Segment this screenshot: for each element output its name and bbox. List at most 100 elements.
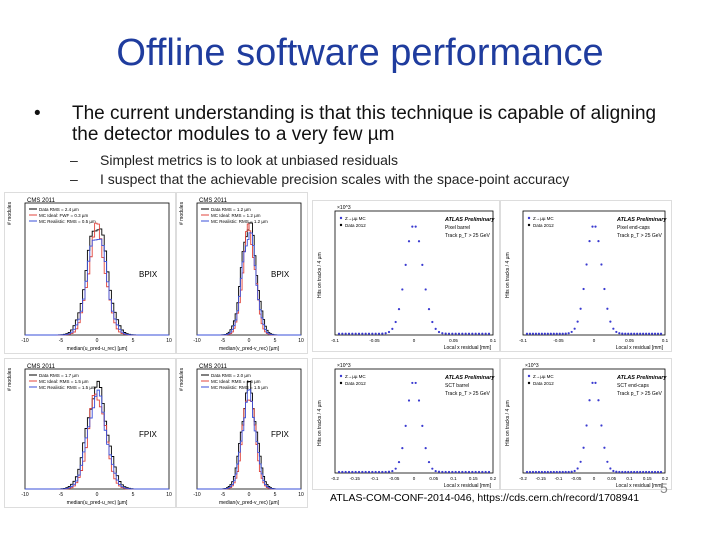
data-point: [341, 470, 344, 474]
data-point: [384, 470, 387, 474]
x-axis-label: median(u_pred-u_rec) [µm]: [67, 500, 128, 506]
x-tick-label: -5: [59, 338, 64, 344]
data-point: [357, 332, 361, 335]
data-point: [371, 332, 374, 335]
x-tick-label: -0.1: [555, 476, 563, 481]
x-tick-label: 0.1: [662, 338, 669, 343]
x-tick-label: -0.05: [389, 476, 400, 481]
data-point: [467, 332, 471, 335]
x-tick-label: 10: [166, 492, 172, 498]
data-point: [588, 399, 591, 402]
data-point: [612, 327, 615, 330]
data-point: [564, 332, 567, 335]
x-tick-label: 0: [413, 338, 416, 343]
y-axis-label: Hits on tracks / 4 µm: [505, 400, 511, 446]
data-point: [401, 288, 404, 291]
data-point: [582, 287, 585, 291]
data-point: [630, 470, 633, 474]
track-cut-label: Track p_T > 25 GeV: [617, 391, 663, 397]
plot-frame: [196, 368, 302, 490]
data-point: [404, 263, 407, 266]
legend-marker: [527, 223, 531, 227]
x-axis-label: Local x residual [mm]: [616, 345, 664, 351]
data-point: [603, 287, 606, 291]
data-point: [558, 332, 561, 335]
x-tick-label: -10: [193, 338, 200, 344]
legend-entry: MC Realistic: RMS = 1.5 µm: [39, 385, 96, 390]
y-axis-label: # modules: [7, 201, 13, 225]
data-point: [394, 320, 397, 324]
data-point: [367, 470, 371, 474]
data-point: [437, 330, 441, 334]
data-point: [391, 327, 394, 330]
data-point: [444, 332, 447, 335]
x-tick-label: 0: [593, 338, 596, 343]
x-tick-label: -0.2: [519, 476, 527, 481]
data-point: [558, 470, 561, 474]
data-point: [579, 460, 582, 463]
data-point: [525, 332, 529, 335]
data-point: [424, 447, 427, 450]
histogram-series: [25, 238, 169, 336]
data-point: [454, 332, 457, 335]
data-point: [344, 332, 347, 335]
x-tick-label: 5: [274, 338, 277, 344]
x-axis-label: Local x residual [mm]: [444, 345, 492, 351]
histogram-series: [197, 399, 301, 490]
data-point: [387, 330, 391, 334]
data-point: [451, 470, 454, 474]
x-axis-label: Local x residual [mm]: [616, 483, 664, 489]
data-point: [474, 470, 477, 474]
data-point: [573, 469, 576, 473]
legend-entry: Data 2012: [345, 381, 366, 386]
x-tick-label: 0.2: [662, 476, 669, 481]
data-point: [624, 332, 627, 335]
data-point: [549, 332, 552, 335]
x-axis-label: Local x residual [mm]: [444, 483, 492, 489]
data-point: [337, 332, 341, 335]
plot-header: CMS 2011: [199, 198, 228, 204]
legend-marker: [339, 223, 343, 227]
data-point: [647, 332, 651, 335]
y-axis-label: Hits on tracks / 4 µm: [317, 400, 323, 446]
track-cut-label: Track p_T > 25 GeV: [617, 233, 663, 239]
plot-frame: [334, 210, 494, 336]
data-point: [347, 470, 351, 474]
data-point: [381, 332, 384, 335]
data-point: [421, 263, 424, 266]
data-point: [582, 446, 585, 449]
data-point: [618, 332, 621, 335]
x-tick-label: -0.15: [350, 476, 361, 481]
data-point: [561, 332, 564, 335]
legend-entry: MC Realistic: RMS = 1.2 µm: [211, 219, 268, 224]
data-point: [427, 460, 431, 464]
data-point: [653, 470, 657, 474]
x-axis-label: median(v_pred-v_rec) [µm]: [219, 500, 280, 506]
data-point: [431, 467, 434, 470]
data-point: [424, 288, 427, 291]
track-cut-label: Track p_T > 25 GeV: [445, 233, 491, 239]
x-tick-label: 0.05: [429, 476, 438, 481]
data-point: [417, 240, 421, 243]
data-point: [528, 470, 532, 474]
data-point: [487, 470, 491, 474]
x-tick-label: -0.1: [371, 476, 379, 481]
data-point: [404, 424, 407, 428]
data-point: [597, 399, 600, 402]
sub-bullet-2: – I suspect that the achievable precision…: [70, 170, 569, 188]
data-point: [427, 308, 431, 311]
data-point: [534, 470, 538, 474]
data-point: [597, 240, 600, 243]
x-tick-label: 0.15: [643, 476, 652, 481]
data-point: [627, 332, 630, 335]
legend-entry: Z→µµ MC: [345, 374, 366, 379]
x-tick-label: 0: [248, 492, 251, 498]
data-point: [397, 460, 401, 464]
data-point: [600, 424, 603, 427]
data-point: [434, 469, 437, 473]
data-point: [561, 470, 564, 474]
data-point: [371, 470, 374, 474]
y-axis-label: # modules: [179, 201, 185, 225]
x-tick-label: -10: [21, 492, 28, 498]
bullet-dot-icon: •: [34, 103, 41, 124]
